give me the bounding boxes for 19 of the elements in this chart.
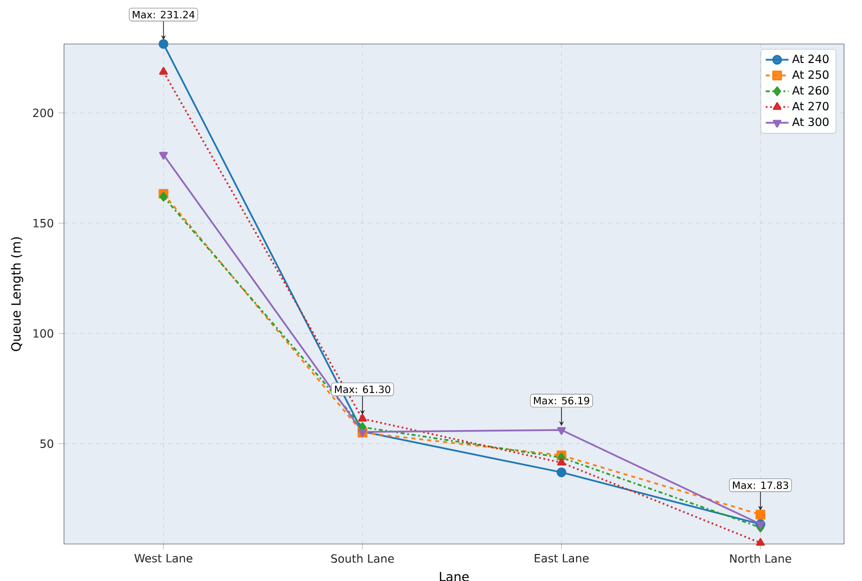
x-tick-label: East Lane (534, 554, 589, 562)
annotation: Max: 56.19 (534, 396, 590, 404)
annotation: Max: 17.83 (732, 481, 788, 490)
legend-label: At 300 (792, 118, 829, 126)
annotation: Max: 61.30 (335, 386, 390, 394)
y-axis-title: Queue Length (m) (10, 237, 24, 352)
x-tick-label: South Lane (331, 554, 394, 563)
legend-label: At 260 (792, 86, 829, 95)
legend-label: At 240 (792, 54, 829, 64)
y-tick-label: 50 (40, 439, 54, 448)
y-tick-label: 200 (33, 108, 54, 118)
legend-label: At 270 (792, 102, 829, 110)
legend-label: At 250 (792, 70, 829, 79)
x-tick-label: West Lane (134, 554, 192, 562)
x-axis-title: Lane (440, 572, 469, 581)
annotation: Max: 231.24 (132, 10, 195, 18)
y-tick-label: 100 (34, 329, 54, 338)
y-tick-label: 150 (34, 218, 54, 228)
x-tick-label: North Lane (730, 554, 792, 563)
